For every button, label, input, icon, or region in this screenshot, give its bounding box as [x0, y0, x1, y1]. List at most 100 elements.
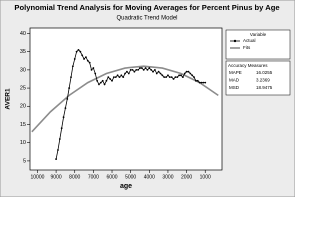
data-point	[127, 72, 130, 75]
data-point	[129, 68, 132, 71]
data-point	[176, 76, 179, 79]
data-point	[86, 59, 89, 62]
accuracy-name: MAD	[229, 78, 240, 83]
data-point	[153, 68, 156, 71]
data-point	[185, 70, 188, 73]
accuracy-name: MAPE	[229, 70, 242, 75]
legend-label: Actual	[243, 38, 256, 43]
data-point	[178, 74, 181, 77]
accuracy-title: Accuracy Measures	[228, 63, 268, 68]
data-point	[148, 67, 151, 69]
y-axis-label: AVER1	[5, 88, 12, 110]
data-point	[77, 48, 80, 51]
data-point	[99, 81, 102, 84]
data-point	[75, 50, 78, 53]
x-tick-label: 10000	[31, 174, 45, 180]
data-point	[140, 67, 143, 69]
legend-marker	[233, 39, 237, 43]
accuracy-name: MSD	[229, 85, 240, 90]
data-point	[202, 81, 205, 84]
data-point	[81, 54, 84, 57]
data-point	[109, 78, 112, 80]
data-point	[124, 72, 126, 75]
x-tick-label: 8000	[69, 174, 80, 180]
accuracy-box	[225, 60, 291, 96]
x-tick-label: 4000	[144, 174, 155, 180]
x-tick-label: 3000	[162, 174, 173, 180]
y-tick-label: 5	[23, 158, 26, 164]
data-point	[96, 79, 99, 82]
y-tick-label: 25	[20, 86, 26, 92]
data-point	[165, 76, 167, 79]
accuracy-value: 16.0255	[256, 70, 273, 75]
data-point	[159, 72, 162, 75]
data-point	[64, 107, 67, 110]
data-point	[122, 76, 125, 79]
data-point	[181, 76, 184, 79]
data-point	[98, 83, 100, 86]
data-point	[144, 67, 147, 69]
data-point	[111, 79, 113, 82]
y-tick-label: 40	[20, 31, 26, 37]
data-point	[85, 56, 87, 59]
data-point	[92, 67, 95, 69]
y-tick-label: 15	[20, 122, 26, 128]
y-tick-label: 35	[20, 49, 26, 55]
data-point	[55, 158, 57, 160]
accuracy-value: 3.2369	[256, 78, 270, 83]
data-point	[195, 79, 197, 82]
data-point	[157, 70, 160, 73]
data-point	[90, 68, 93, 71]
legend-title: Variable	[250, 32, 267, 37]
data-point	[180, 74, 182, 77]
data-point	[114, 76, 117, 79]
x-tick-label: 5000	[125, 174, 136, 180]
data-point	[196, 79, 199, 82]
data-point	[83, 58, 85, 60]
data-point	[152, 70, 154, 73]
data-point	[135, 68, 138, 71]
data-point	[116, 74, 119, 77]
data-point	[112, 76, 115, 79]
legend-label: Fits	[243, 45, 251, 50]
x-tick-label: 1000	[200, 174, 211, 180]
data-point	[142, 68, 145, 71]
y-tick-label: 20	[20, 104, 26, 110]
data-point	[174, 76, 177, 79]
x-tick-label: 9000	[51, 174, 62, 180]
data-point	[118, 76, 121, 79]
data-point	[103, 83, 106, 86]
data-point	[73, 58, 76, 60]
data-point	[88, 61, 91, 64]
data-point	[57, 149, 59, 151]
data-point	[131, 68, 134, 71]
legend	[225, 29, 291, 60]
x-tick-label: 2000	[181, 174, 192, 180]
data-point	[107, 76, 110, 79]
data-point	[62, 116, 65, 119]
chart: Polynomial Trend Analysis for Moving Ave…	[0, 0, 295, 197]
data-point	[120, 74, 123, 77]
data-point	[155, 72, 158, 75]
data-point	[170, 76, 173, 79]
plot-area	[29, 27, 223, 171]
data-point	[204, 81, 207, 84]
chart-subtitle: Quadratic Trend Model	[116, 16, 177, 22]
data-point	[139, 67, 141, 69]
data-point	[191, 74, 194, 77]
data-point	[200, 81, 203, 84]
data-point	[58, 138, 61, 140]
data-point	[71, 65, 74, 68]
data-point	[172, 78, 175, 80]
data-point	[105, 79, 108, 82]
data-point	[187, 70, 190, 73]
data-point	[163, 76, 166, 79]
data-point	[161, 74, 164, 77]
accuracy-value: 18.9475	[256, 85, 273, 90]
data-point	[146, 68, 149, 71]
y-tick-label: 30	[20, 67, 26, 73]
data-point	[70, 76, 72, 79]
chart-title: Polynomial Trend Analysis for Moving Ave…	[14, 3, 279, 12]
data-point	[137, 68, 140, 71]
x-axis-label: age	[120, 183, 132, 190]
